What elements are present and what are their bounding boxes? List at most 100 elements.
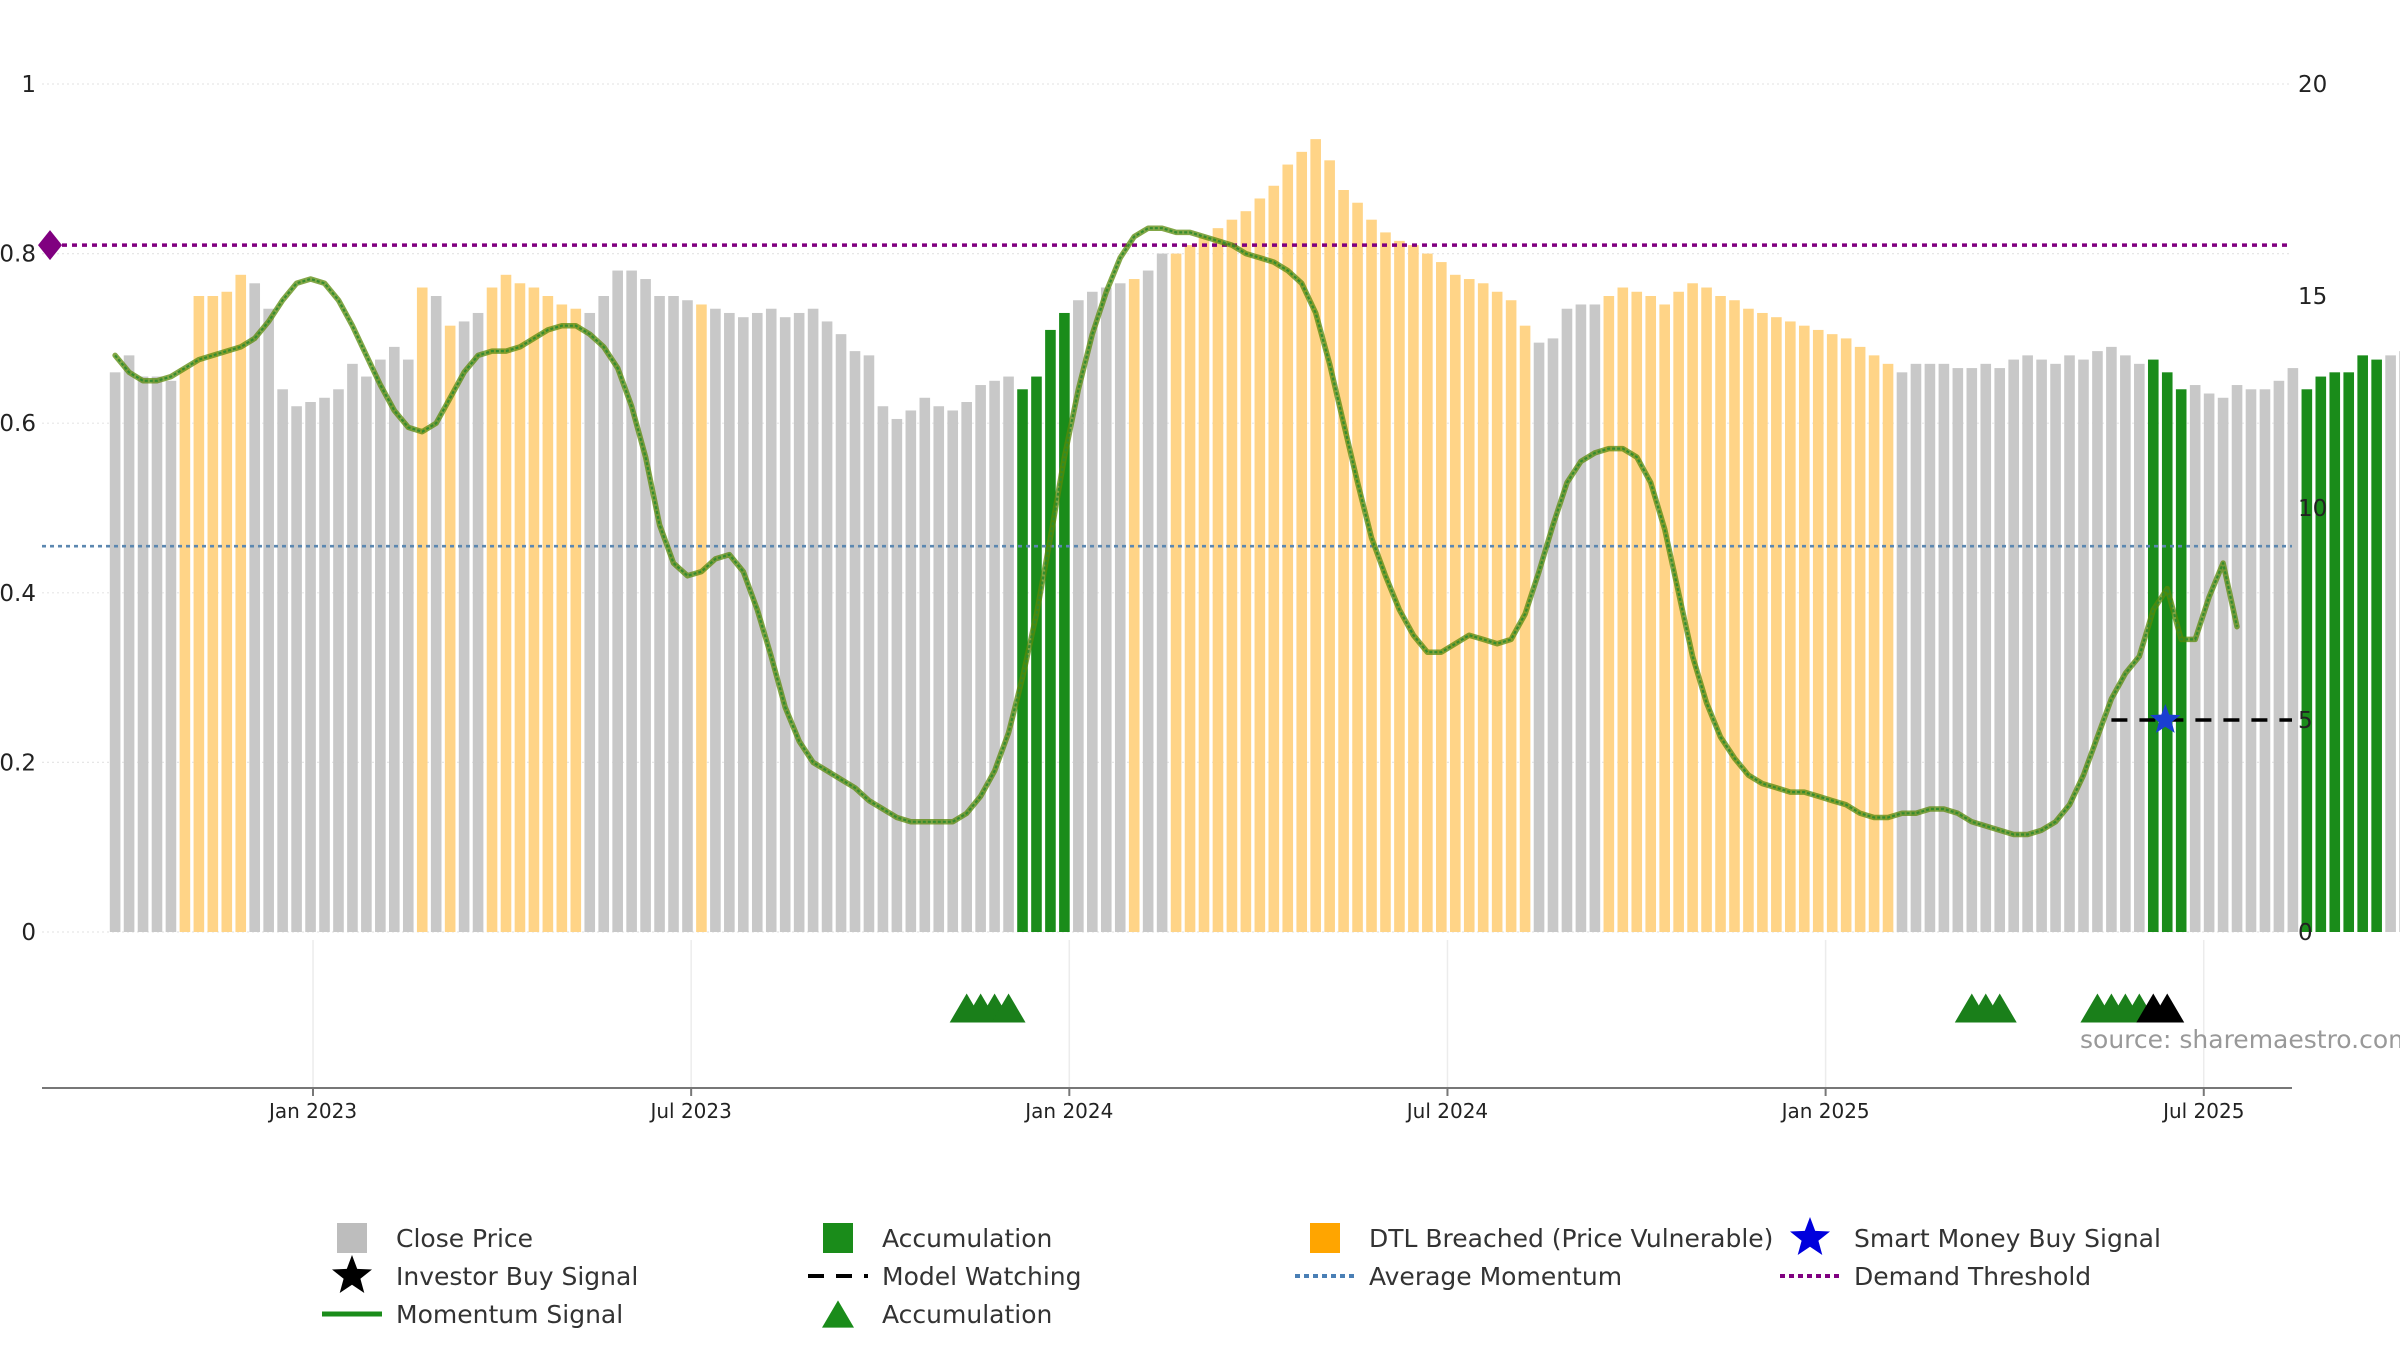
close-price-bar xyxy=(2147,359,2159,933)
right-tick-label: 10 xyxy=(2298,496,2327,522)
close-price-bar xyxy=(2259,389,2271,932)
close-price-bar xyxy=(2371,359,2382,933)
close-price-bar xyxy=(1003,376,1014,932)
close-price-bar xyxy=(249,283,261,932)
close-price-bar xyxy=(1519,325,1531,932)
close-price-bar xyxy=(835,334,847,932)
close-price-bar xyxy=(1631,291,1643,932)
close-price-bar xyxy=(2357,355,2368,932)
smart-money-buy-star xyxy=(2150,704,2181,733)
close-price-bar xyxy=(1952,368,1964,933)
close-price-bar xyxy=(1100,287,1112,932)
close-price-bar xyxy=(1812,329,1824,932)
close-price-bar xyxy=(1715,296,1726,932)
close-price-bar xyxy=(2120,355,2131,932)
close-price-bar xyxy=(919,397,931,932)
close-price-bar xyxy=(2217,397,2229,932)
close-price-bar xyxy=(1785,321,1796,932)
close-price-bar xyxy=(319,397,330,932)
close-price-bar xyxy=(542,296,554,932)
close-price-bar xyxy=(1408,245,1419,932)
close-price-bar xyxy=(389,346,400,932)
close-price-bar xyxy=(570,308,582,933)
accumulation-triangle xyxy=(991,993,1026,1023)
close-price-bar xyxy=(1533,342,1545,932)
right-tick-label: 20 xyxy=(2298,72,2327,98)
close-price-bar xyxy=(696,304,707,933)
close-price-bar xyxy=(612,270,623,932)
close-price-bar xyxy=(1254,198,1266,933)
accumulation-triangle xyxy=(1982,993,2017,1023)
close-price-bar xyxy=(347,363,358,933)
close-price-bar xyxy=(961,402,972,932)
investor-buy-marker xyxy=(2150,993,2185,1023)
close-price-bar xyxy=(2287,368,2299,933)
close-price-bar xyxy=(1449,274,1461,932)
close-price-bar xyxy=(1324,160,1335,932)
close-price-bar xyxy=(905,410,917,933)
close-price-bar xyxy=(1771,317,1782,932)
close-price-bar xyxy=(2301,389,2313,932)
legend-label: Investor Buy Signal xyxy=(396,1262,638,1291)
close-price-bar xyxy=(305,402,316,932)
close-price-bar xyxy=(779,317,791,932)
close-price-bar xyxy=(807,308,819,933)
close-price-bar xyxy=(486,287,498,932)
x-tick-label: Jul 2024 xyxy=(1405,1099,1488,1123)
x-tick-label: Jul 2023 xyxy=(648,1099,731,1123)
x-tick-label: Jan 2025 xyxy=(1780,1099,1870,1123)
close-price-bar xyxy=(1282,164,1294,932)
legend-label: Model Watching xyxy=(882,1262,1082,1291)
left-tick-label: 0.6 xyxy=(0,411,36,437)
close-price-bar xyxy=(1798,325,1810,932)
legend-star-icon xyxy=(332,1255,372,1293)
legend-label: Average Momentum xyxy=(1369,1262,1622,1291)
close-price-bar xyxy=(235,274,247,932)
legend-label: Close Price xyxy=(396,1224,533,1253)
close-price-bar xyxy=(333,389,344,932)
legend-label: DTL Breached (Price Vulnerable) xyxy=(1369,1224,1773,1253)
legend: Close Price Accumulation DTL Breached (Pri… xyxy=(322,1217,2161,1329)
close-price-bar xyxy=(2022,355,2033,932)
close-price-bar xyxy=(738,317,749,932)
close-price-bar xyxy=(277,389,288,932)
close-price-bar xyxy=(1394,240,1405,932)
close-price-bar xyxy=(500,274,512,932)
legend-label: Accumulation xyxy=(882,1224,1052,1253)
close-price-bar xyxy=(430,296,442,932)
legend-item: Demand Threshold xyxy=(1780,1262,2091,1291)
close-price-bar xyxy=(1659,304,1670,933)
signal-markers xyxy=(949,704,2185,1023)
momentum-signal-line-dash xyxy=(114,227,2239,836)
legend-star-icon xyxy=(1790,1217,1830,1255)
close-price-bar xyxy=(1743,308,1754,933)
legend-item: Close Price xyxy=(337,1223,533,1253)
close-price-bar xyxy=(1422,253,1433,933)
legend-item: Accumulation xyxy=(823,1223,1052,1253)
close-price-bar xyxy=(1854,346,1866,932)
close-price-bar xyxy=(375,359,386,933)
close-price-bar xyxy=(1184,245,1196,932)
close-price-bar xyxy=(1198,236,1210,932)
close-price-bar xyxy=(1170,253,1182,933)
close-price-bar xyxy=(1868,355,1880,932)
close-price-bar xyxy=(1617,287,1629,932)
close-price-bar xyxy=(891,418,903,933)
close-price-bar xyxy=(849,351,861,932)
momentum-signal xyxy=(112,225,2240,838)
close-price-bar xyxy=(1296,151,1308,933)
right-tick-label: 0 xyxy=(2298,920,2313,946)
close-price-bar xyxy=(2231,385,2243,932)
close-price-bar xyxy=(193,296,205,932)
close-price-bar xyxy=(444,325,456,932)
close-price-bar xyxy=(1128,279,1140,932)
close-price-bar xyxy=(2050,363,2061,933)
close-price-bar xyxy=(1156,253,1168,933)
close-price-bar xyxy=(1966,368,1978,933)
close-price-bar xyxy=(137,376,149,932)
close-price-bar xyxy=(2064,355,2075,932)
close-price-bar xyxy=(1045,329,1056,932)
close-price-bar xyxy=(151,376,163,932)
close-price-bar xyxy=(1575,304,1587,933)
close-price-bar xyxy=(1826,334,1838,932)
